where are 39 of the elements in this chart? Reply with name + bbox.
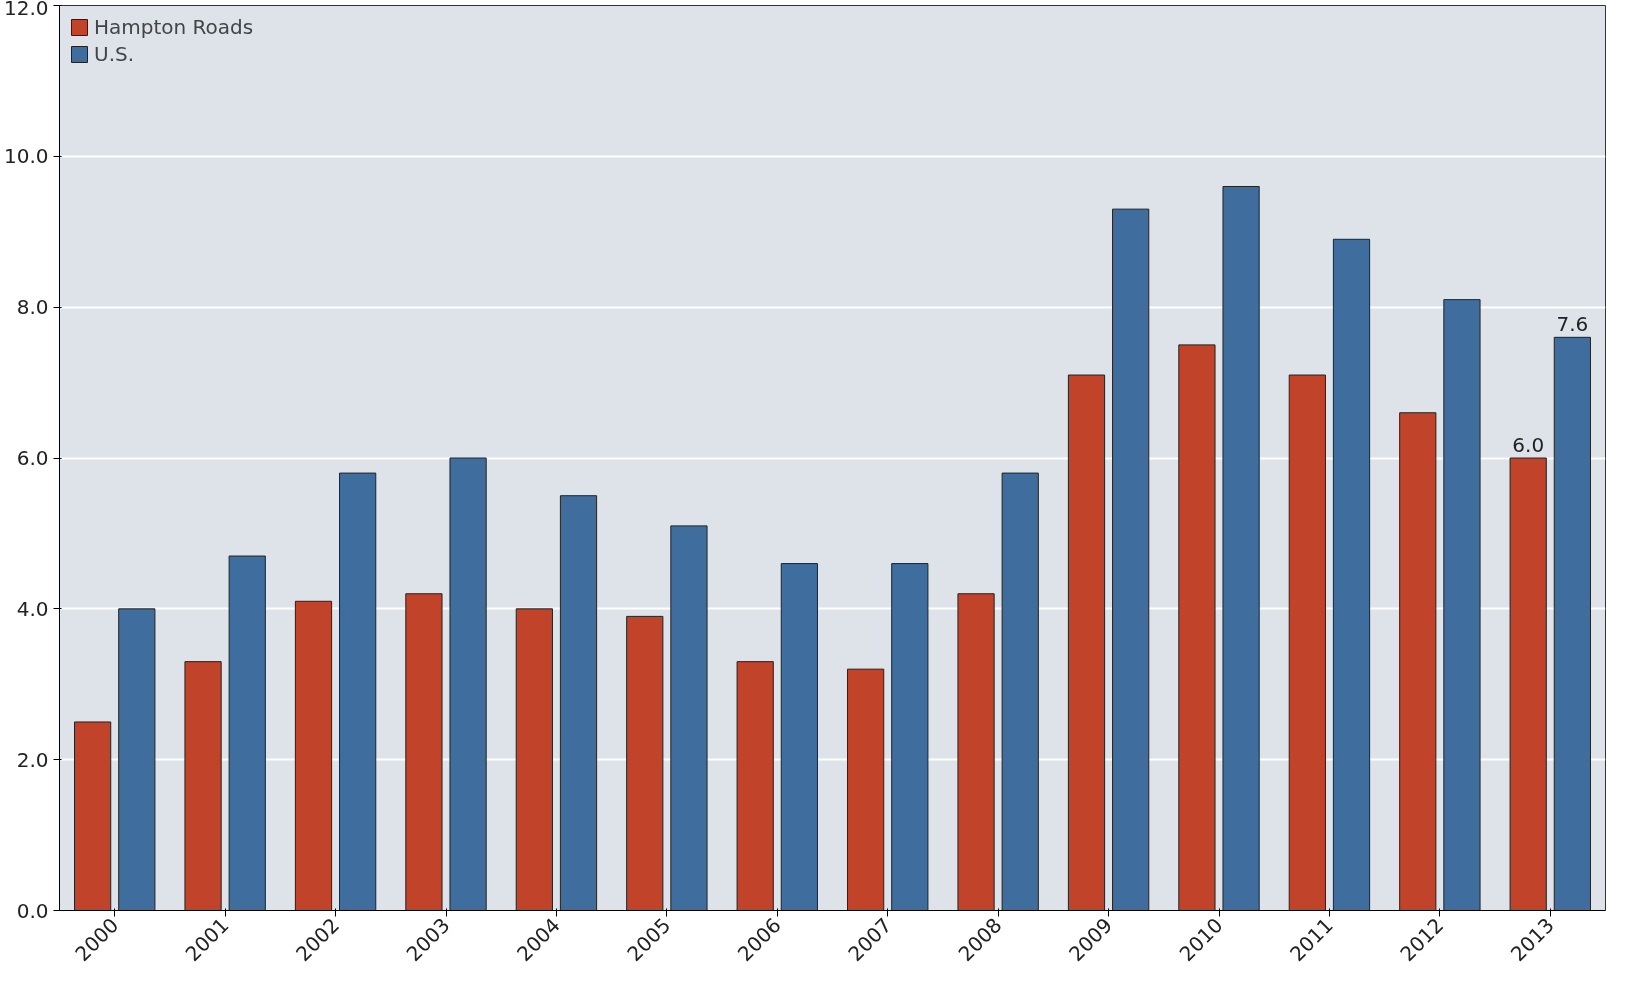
bar xyxy=(515,608,553,911)
bar xyxy=(559,495,598,911)
bar xyxy=(1443,299,1481,911)
bar xyxy=(1222,186,1260,911)
bar xyxy=(670,525,708,911)
bar xyxy=(1001,472,1039,911)
bar xyxy=(1067,374,1106,911)
bar xyxy=(1332,238,1371,911)
bar xyxy=(294,600,333,911)
y-tick-label: 12.0 xyxy=(3,0,49,20)
bar xyxy=(118,608,156,911)
bar xyxy=(1553,336,1591,911)
bar xyxy=(449,457,487,911)
y-tick-label: 2.0 xyxy=(16,747,49,772)
bar xyxy=(626,615,664,911)
legend-label: U.S. xyxy=(94,42,135,66)
bar xyxy=(405,593,443,911)
y-tick-label: 0.0 xyxy=(16,898,49,923)
bar xyxy=(891,563,929,911)
y-tick-label: 10.0 xyxy=(3,144,49,169)
data-label: 7.6 xyxy=(1556,312,1589,337)
bar xyxy=(736,661,774,911)
data-label: 6.0 xyxy=(1512,433,1545,457)
bar xyxy=(1509,457,1547,911)
bar xyxy=(1178,344,1216,911)
y-tick-label: 4.0 xyxy=(16,596,49,621)
bar xyxy=(74,721,112,911)
bar xyxy=(780,563,818,911)
bar xyxy=(1399,412,1437,911)
bar xyxy=(1112,208,1150,911)
bar xyxy=(184,661,222,911)
bar xyxy=(847,668,885,911)
y-tick-label: 8.0 xyxy=(16,295,49,320)
bar xyxy=(228,555,266,911)
bar xyxy=(1288,374,1326,911)
y-tick-label: 6.0 xyxy=(16,446,49,470)
legend-label: Hampton Roads xyxy=(94,15,254,39)
bar xyxy=(957,593,995,911)
bar xyxy=(339,472,377,911)
